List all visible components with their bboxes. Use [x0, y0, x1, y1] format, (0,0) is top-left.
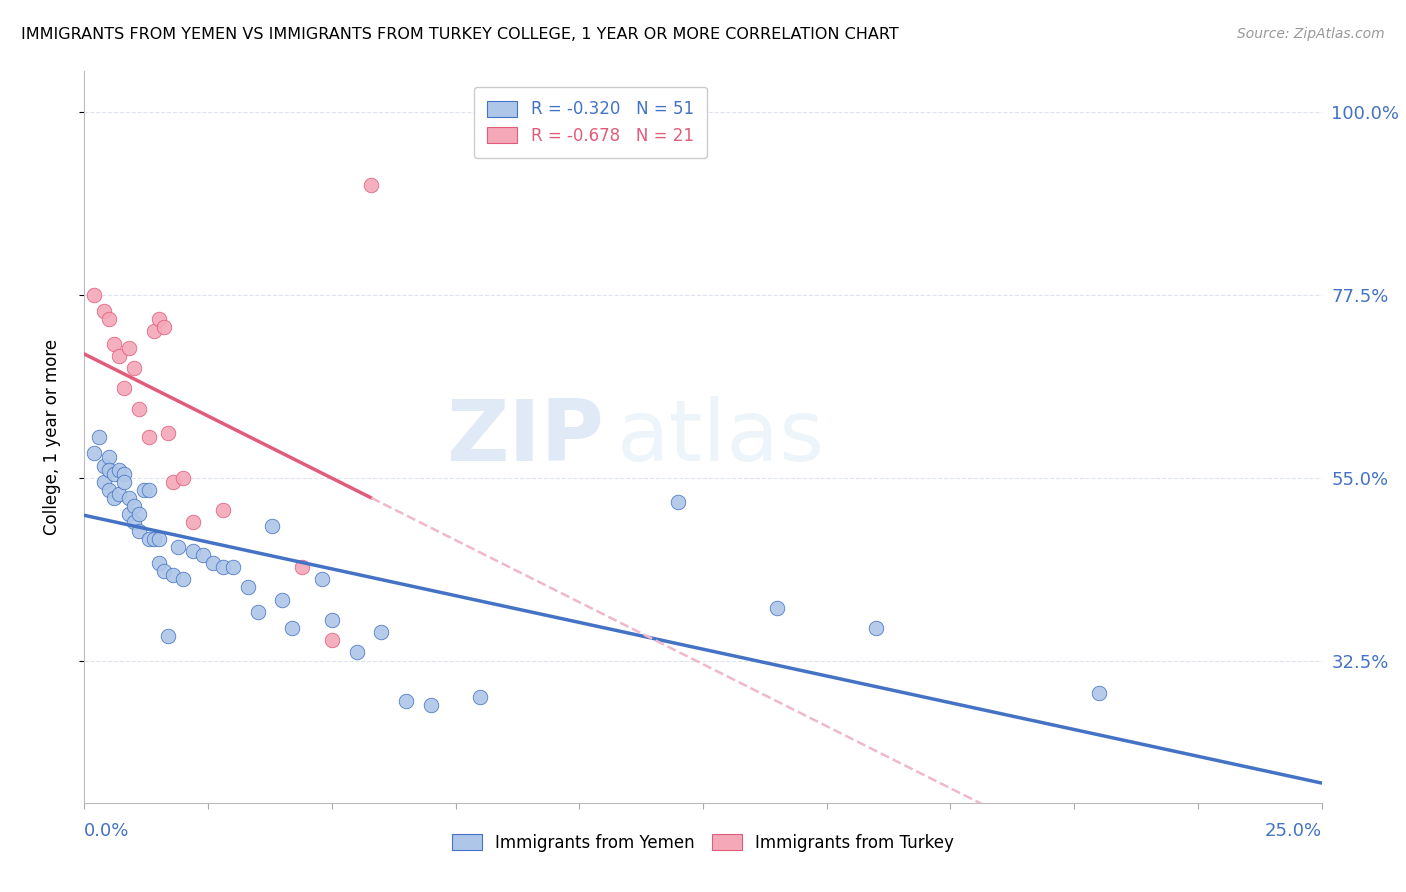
Text: 0.0%: 0.0%: [84, 822, 129, 839]
Point: [281, 621, 304, 635]
Point: [148, 312, 170, 326]
Point: [666, 495, 689, 509]
Point: [108, 487, 131, 501]
Point: [112, 475, 135, 489]
Point: [103, 491, 125, 505]
Point: [148, 556, 170, 570]
Point: [271, 592, 294, 607]
Point: [93, 458, 115, 473]
Point: [360, 178, 382, 193]
Point: [321, 633, 343, 648]
Point: [202, 556, 225, 570]
Point: [181, 516, 204, 530]
Point: [89, 430, 111, 444]
Point: [370, 625, 392, 640]
Point: [103, 467, 125, 481]
Point: [157, 629, 180, 643]
Point: [108, 349, 131, 363]
Point: [142, 532, 165, 546]
Point: [122, 361, 145, 376]
Point: [138, 532, 160, 546]
Point: [128, 524, 150, 538]
Point: [191, 548, 214, 562]
Point: [172, 471, 194, 485]
Point: [132, 483, 155, 497]
Point: [865, 621, 887, 635]
Point: [112, 467, 135, 481]
Point: [167, 540, 190, 554]
Text: 25.0%: 25.0%: [1264, 822, 1322, 839]
Legend: Immigrants from Yemen, Immigrants from Turkey: Immigrants from Yemen, Immigrants from T…: [444, 826, 962, 860]
Point: [162, 475, 184, 489]
Point: [262, 519, 284, 533]
Point: [83, 446, 105, 460]
Text: ZIP: ZIP: [446, 395, 605, 479]
Point: [311, 572, 333, 586]
Point: [181, 544, 204, 558]
Text: IMMIGRANTS FROM YEMEN VS IMMIGRANTS FROM TURKEY COLLEGE, 1 YEAR OR MORE CORRELAT: IMMIGRANTS FROM YEMEN VS IMMIGRANTS FROM…: [21, 27, 898, 42]
Point: [321, 613, 343, 627]
Point: [118, 341, 141, 355]
Point: [98, 462, 121, 476]
Point: [138, 430, 160, 444]
Point: [122, 499, 145, 513]
Text: Source: ZipAtlas.com: Source: ZipAtlas.com: [1237, 27, 1385, 41]
Point: [172, 572, 194, 586]
Point: [128, 401, 150, 416]
Point: [93, 304, 115, 318]
Point: [222, 560, 245, 574]
Point: [118, 491, 141, 505]
Y-axis label: College, 1 year or more: College, 1 year or more: [42, 339, 60, 535]
Point: [98, 483, 121, 497]
Point: [122, 516, 145, 530]
Point: [148, 532, 170, 546]
Point: [212, 503, 235, 517]
Point: [93, 475, 115, 489]
Point: [157, 425, 180, 440]
Point: [118, 508, 141, 522]
Point: [470, 690, 492, 705]
Point: [246, 605, 269, 619]
Text: atlas: atlas: [616, 395, 824, 479]
Point: [212, 560, 235, 574]
Point: [395, 694, 418, 708]
Point: [112, 381, 135, 395]
Point: [766, 600, 789, 615]
Point: [108, 462, 131, 476]
Point: [291, 560, 314, 574]
Point: [98, 450, 121, 465]
Point: [142, 325, 165, 339]
Point: [83, 288, 105, 302]
Point: [152, 320, 174, 334]
Point: [162, 568, 184, 582]
Point: [1088, 686, 1111, 700]
Point: [128, 508, 150, 522]
Point: [152, 564, 174, 578]
Point: [103, 336, 125, 351]
Point: [98, 312, 121, 326]
Point: [346, 645, 368, 659]
Point: [236, 581, 259, 595]
Point: [419, 698, 441, 713]
Point: [138, 483, 160, 497]
